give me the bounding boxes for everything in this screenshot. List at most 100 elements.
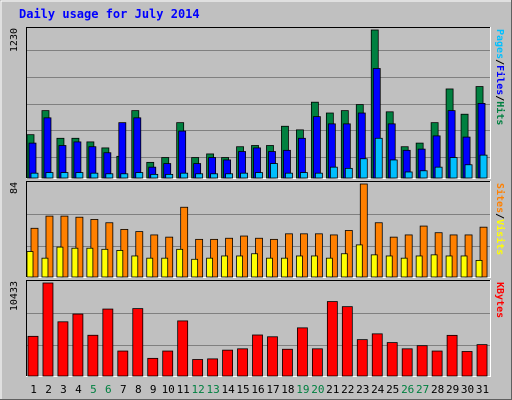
legend-item: Visits — [494, 219, 506, 255]
visits-bar — [56, 246, 64, 278]
files-bar — [133, 117, 142, 179]
day-label: 6 — [105, 383, 112, 396]
pages-bar — [300, 172, 308, 179]
panel-legend: Sites/Visits — [494, 183, 506, 255]
day-label: 3 — [60, 383, 67, 396]
pages-bar — [210, 173, 219, 179]
visits-bar — [281, 257, 288, 278]
legend-item: Pages — [494, 29, 505, 59]
pages-bar — [389, 159, 398, 179]
kbytes-bar — [72, 313, 84, 377]
pages-bar — [270, 163, 278, 179]
sites-bar — [180, 206, 189, 278]
visits-bar — [161, 257, 169, 278]
pages-bar — [285, 172, 293, 179]
day-label: 18 — [281, 383, 294, 396]
visits-bar — [460, 255, 468, 278]
day-label: 26 — [401, 383, 414, 396]
legend-item: / — [494, 59, 505, 65]
visits-bar — [206, 257, 214, 278]
day-label: 7 — [120, 383, 127, 396]
pages-bar — [359, 158, 368, 179]
day-label: 29 — [446, 383, 459, 396]
visits-bar — [176, 248, 184, 278]
visits-bar — [251, 253, 258, 278]
day-label: 25 — [386, 383, 399, 396]
pages-bar — [314, 172, 323, 179]
kbytes-bar — [446, 334, 458, 377]
pages-bar — [419, 170, 428, 179]
visits-bar — [415, 255, 423, 278]
legend-item: Files — [494, 65, 506, 95]
kbytes-bar — [222, 349, 233, 377]
kbytes-bar — [207, 358, 219, 377]
sites-bar — [359, 183, 368, 278]
day-label: 21 — [326, 383, 339, 396]
legend-item: Sites — [494, 183, 506, 213]
legend-item: / — [494, 95, 505, 101]
visits-bar — [370, 254, 378, 278]
day-label: 9 — [150, 383, 157, 396]
kbytes-bar — [461, 351, 473, 377]
kbytes-bar — [117, 350, 129, 377]
sites-bar — [45, 215, 54, 278]
files-bar — [178, 130, 187, 179]
kbytes-bar — [252, 334, 263, 377]
visits-bar — [191, 258, 199, 278]
pages-bar — [120, 173, 129, 179]
visits-bar — [101, 248, 109, 278]
day-label: 1 — [30, 383, 37, 396]
kbytes-bar — [341, 306, 353, 377]
sites-bar — [329, 234, 338, 278]
kbytes-bar — [87, 334, 99, 377]
panel-sites-visits: 84 Sites/Visits — [9, 181, 506, 278]
day-label: 11 — [177, 383, 190, 396]
kbytes-bar — [57, 321, 69, 377]
visits-bar — [221, 255, 228, 278]
files-bar — [43, 117, 52, 179]
visits-bar — [146, 257, 154, 278]
day-label: 5 — [90, 383, 97, 396]
pages-bar — [255, 172, 263, 179]
pages-bar — [75, 172, 84, 179]
visits-bar — [310, 255, 318, 278]
day-label: 22 — [341, 383, 354, 396]
day-label: 20 — [311, 383, 324, 396]
pages-bar — [180, 172, 189, 179]
panel-legend: Pages/Files/Hits — [494, 29, 506, 125]
sites-bar — [285, 233, 293, 278]
sites-bar — [404, 234, 413, 278]
kbytes-bar — [282, 348, 293, 377]
kbytes-bar — [192, 359, 204, 377]
files-bar — [28, 142, 37, 179]
day-label: 10 — [162, 383, 175, 396]
pages-bar — [479, 154, 488, 179]
panel-max-label: 84 — [9, 182, 20, 194]
sites-bar — [195, 238, 204, 278]
kbytes-bar — [162, 350, 174, 377]
files-bar — [298, 137, 306, 179]
visits-bar — [430, 254, 438, 278]
sites-bar — [60, 215, 69, 278]
kbytes-bar — [177, 320, 189, 377]
sites-bar — [419, 225, 428, 278]
pages-bar — [135, 172, 144, 179]
pages-bar — [404, 171, 413, 179]
kbytes-bar — [297, 327, 308, 377]
pages-bar — [45, 172, 54, 179]
day-label: 28 — [431, 383, 444, 396]
day-label: 15 — [236, 383, 249, 396]
pages-bar — [344, 167, 353, 179]
visits-bar — [475, 259, 483, 278]
kbytes-bar — [237, 348, 248, 377]
sites-bar — [314, 233, 323, 278]
sites-bar — [165, 236, 174, 278]
sites-bar — [150, 234, 159, 278]
pages-bar — [90, 172, 99, 179]
day-label: 12 — [191, 383, 204, 396]
kbytes-bar — [132, 308, 144, 377]
visits-bar — [236, 255, 243, 278]
pages-bar — [30, 172, 39, 179]
day-label: 8 — [135, 383, 142, 396]
